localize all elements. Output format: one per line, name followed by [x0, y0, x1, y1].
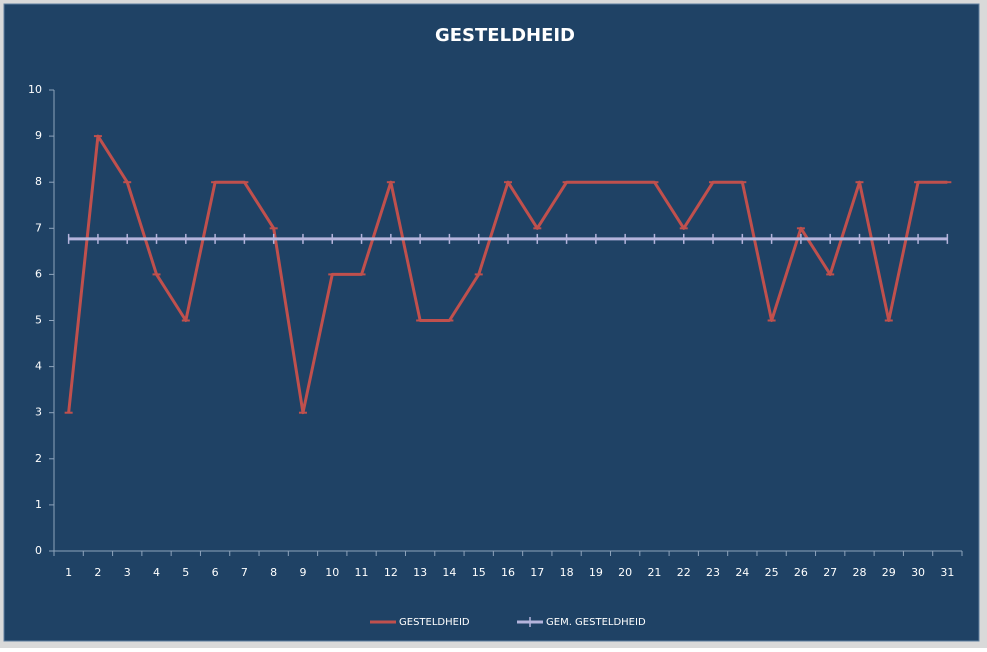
x-tick-label: 19 — [589, 566, 603, 579]
x-tick-label: 10 — [325, 566, 339, 579]
x-tick-label: 29 — [882, 566, 896, 579]
y-tick-label: 6 — [35, 267, 42, 280]
y-tick-label: 3 — [35, 406, 42, 419]
y-tick-label: 8 — [35, 175, 42, 188]
chart-area — [3, 3, 980, 642]
x-tick-label: 8 — [270, 566, 277, 579]
x-tick-label: 20 — [618, 566, 632, 579]
y-tick-label: 9 — [35, 129, 42, 142]
x-tick-label: 15 — [472, 566, 486, 579]
x-tick-label: 28 — [852, 566, 866, 579]
x-tick-label: 11 — [355, 566, 369, 579]
x-tick-label: 13 — [413, 566, 427, 579]
x-tick-label: 17 — [530, 566, 544, 579]
y-tick-label: 1 — [35, 498, 42, 511]
legend-label: GEM. GESTELDHEID — [546, 617, 646, 628]
x-tick-label: 24 — [735, 566, 749, 579]
x-tick-label: 16 — [501, 566, 515, 579]
x-tick-label: 21 — [647, 566, 661, 579]
chart-title: GESTELDHEID — [435, 25, 575, 46]
x-tick-label: 27 — [823, 566, 837, 579]
x-tick-label: 1 — [65, 566, 72, 579]
x-tick-label: 3 — [124, 566, 131, 579]
x-tick-label: 30 — [911, 566, 925, 579]
x-tick-label: 7 — [241, 566, 248, 579]
y-tick-label: 5 — [35, 314, 42, 327]
x-tick-label: 25 — [765, 566, 779, 579]
legend-label: GESTELDHEID — [399, 617, 470, 628]
x-tick-label: 23 — [706, 566, 720, 579]
x-tick-label: 22 — [677, 566, 691, 579]
x-tick-label: 31 — [940, 566, 954, 579]
x-tick-label: 4 — [153, 566, 160, 579]
x-tick-label: 5 — [182, 566, 189, 579]
y-tick-label: 2 — [35, 452, 42, 465]
x-tick-label: 18 — [560, 566, 574, 579]
x-tick-label: 9 — [299, 566, 306, 579]
y-tick-label: 0 — [35, 544, 42, 557]
x-tick-label: 26 — [794, 566, 808, 579]
x-tick-label: 2 — [94, 566, 101, 579]
x-tick-label: 6 — [212, 566, 219, 579]
x-tick-label: 12 — [384, 566, 398, 579]
y-tick-label: 7 — [35, 221, 42, 234]
y-tick-label: 10 — [28, 83, 42, 96]
y-tick-label: 4 — [35, 360, 42, 373]
x-tick-label: 14 — [442, 566, 456, 579]
